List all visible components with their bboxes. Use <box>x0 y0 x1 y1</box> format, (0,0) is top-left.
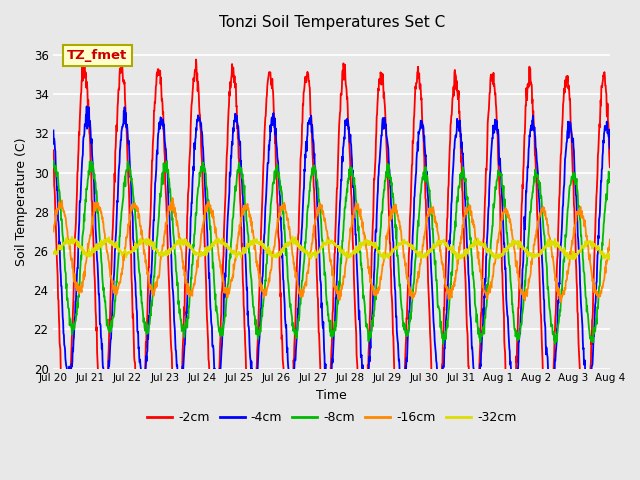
-32cm <box>492 254 499 260</box>
Line: -8cm: -8cm <box>53 161 610 344</box>
-2cm <box>160 134 168 140</box>
-8cm <box>540 232 548 238</box>
-8cm <box>49 158 57 164</box>
-16cm <box>491 260 499 266</box>
-8cm <box>440 341 447 347</box>
-16cm <box>169 195 177 201</box>
-8cm <box>160 160 168 166</box>
-2cm <box>81 55 88 60</box>
-4cm <box>160 121 168 127</box>
-32cm <box>289 234 296 240</box>
-8cm <box>491 189 499 194</box>
-32cm <box>49 249 57 255</box>
-32cm <box>236 251 243 256</box>
-16cm <box>173 221 181 227</box>
-32cm <box>173 238 181 243</box>
-4cm <box>49 128 57 133</box>
-2cm <box>492 90 499 96</box>
-2cm <box>173 425 181 431</box>
-4cm <box>491 117 499 122</box>
-16cm <box>557 300 565 305</box>
-8cm <box>418 180 426 185</box>
-2cm <box>433 442 440 447</box>
-2cm <box>49 147 57 153</box>
-4cm <box>606 146 614 152</box>
-2cm <box>419 121 426 127</box>
-8cm <box>173 283 181 288</box>
-16cm <box>606 237 614 242</box>
-16cm <box>540 205 548 211</box>
-16cm <box>160 243 168 249</box>
-32cm <box>419 252 426 257</box>
Line: -16cm: -16cm <box>53 198 610 302</box>
-4cm <box>173 369 181 374</box>
-8cm <box>236 169 243 175</box>
Line: -4cm: -4cm <box>53 107 610 397</box>
-2cm <box>541 403 548 408</box>
-16cm <box>49 228 57 234</box>
-16cm <box>419 248 426 254</box>
-8cm <box>606 174 614 180</box>
Title: Tonzi Soil Temperatures Set C: Tonzi Soil Temperatures Set C <box>218 15 445 30</box>
-4cm <box>83 104 90 109</box>
-4cm <box>540 297 548 303</box>
-4cm <box>419 126 426 132</box>
-2cm <box>606 164 614 170</box>
-32cm <box>541 245 548 251</box>
-4cm <box>236 142 244 148</box>
Text: TZ_fmet: TZ_fmet <box>67 48 127 61</box>
Line: -2cm: -2cm <box>53 58 610 444</box>
Y-axis label: Soil Temperature (C): Soil Temperature (C) <box>15 138 28 266</box>
-32cm <box>606 254 614 260</box>
Line: -32cm: -32cm <box>53 237 610 260</box>
-32cm <box>453 257 461 263</box>
X-axis label: Time: Time <box>316 389 347 402</box>
-2cm <box>236 185 244 191</box>
-16cm <box>236 223 244 229</box>
-4cm <box>584 394 592 400</box>
-32cm <box>160 252 168 258</box>
Legend: -2cm, -4cm, -8cm, -16cm, -32cm: -2cm, -4cm, -8cm, -16cm, -32cm <box>142 406 522 429</box>
